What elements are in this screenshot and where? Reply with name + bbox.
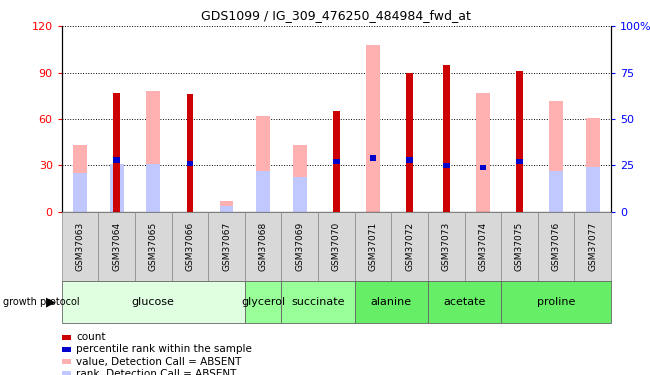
Bar xyxy=(146,91,161,212)
Text: rank, Detection Call = ABSENT: rank, Detection Call = ABSENT xyxy=(76,369,237,375)
Text: GSM37067: GSM37067 xyxy=(222,222,231,271)
Text: GSM37069: GSM37069 xyxy=(295,222,304,271)
Text: alanine: alanine xyxy=(370,297,412,307)
Bar xyxy=(586,167,600,212)
Bar xyxy=(443,163,450,168)
Text: proline: proline xyxy=(537,297,575,307)
Text: GSM37073: GSM37073 xyxy=(442,222,450,271)
Bar xyxy=(333,111,340,212)
Bar xyxy=(146,164,161,212)
Bar xyxy=(480,165,486,170)
Bar xyxy=(187,94,193,212)
Text: acetate: acetate xyxy=(443,297,486,307)
Bar xyxy=(110,164,124,212)
Bar xyxy=(516,159,523,165)
Bar xyxy=(256,116,270,212)
Bar xyxy=(187,161,193,166)
Text: GSM37071: GSM37071 xyxy=(369,222,378,271)
Bar xyxy=(256,171,270,212)
Bar xyxy=(476,93,490,212)
Title: GDS1099 / IG_309_476250_484984_fwd_at: GDS1099 / IG_309_476250_484984_fwd_at xyxy=(202,9,471,22)
Text: GSM37077: GSM37077 xyxy=(588,222,597,271)
Text: glucose: glucose xyxy=(132,297,175,307)
Bar xyxy=(406,157,413,163)
Text: GSM37072: GSM37072 xyxy=(405,222,414,271)
Text: count: count xyxy=(76,333,105,342)
Bar xyxy=(370,155,376,161)
Text: growth protocol: growth protocol xyxy=(3,297,80,307)
Text: GSM37064: GSM37064 xyxy=(112,222,121,271)
Bar xyxy=(113,93,120,212)
Bar xyxy=(333,159,340,165)
Bar xyxy=(586,117,600,212)
Bar xyxy=(549,100,563,212)
Bar xyxy=(516,71,523,212)
Text: glycerol: glycerol xyxy=(241,297,285,307)
Bar xyxy=(366,45,380,212)
Text: GSM37063: GSM37063 xyxy=(75,222,84,271)
Text: GSM37068: GSM37068 xyxy=(259,222,268,271)
Bar xyxy=(73,173,87,212)
Text: ▶: ▶ xyxy=(46,296,55,308)
Text: GSM37075: GSM37075 xyxy=(515,222,524,271)
Bar xyxy=(220,201,233,212)
Bar xyxy=(73,146,87,212)
Text: GSM37065: GSM37065 xyxy=(149,222,158,271)
Bar xyxy=(220,206,233,212)
Text: value, Detection Call = ABSENT: value, Detection Call = ABSENT xyxy=(76,357,241,366)
Text: succinate: succinate xyxy=(291,297,344,307)
Text: GSM37074: GSM37074 xyxy=(478,222,488,271)
Bar xyxy=(292,146,307,212)
Bar xyxy=(113,157,120,163)
Text: GSM37066: GSM37066 xyxy=(185,222,194,271)
Bar xyxy=(443,65,450,212)
Bar xyxy=(292,177,307,212)
Text: GSM37076: GSM37076 xyxy=(552,222,560,271)
Bar xyxy=(549,171,563,212)
Text: percentile rank within the sample: percentile rank within the sample xyxy=(76,345,252,354)
Text: GSM37070: GSM37070 xyxy=(332,222,341,271)
Bar xyxy=(406,73,413,212)
